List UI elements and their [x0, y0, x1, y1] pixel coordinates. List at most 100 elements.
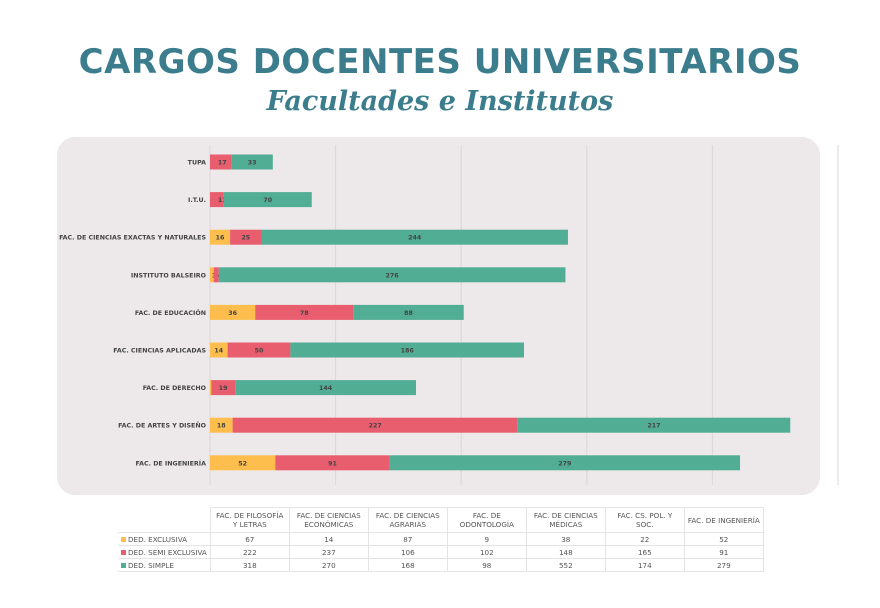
table-cell: 148	[525, 545, 606, 559]
table-cell: 168	[367, 558, 448, 572]
table-cell: 91	[683, 545, 764, 559]
column-header: FAC. DE CIENCIAS ECONÓMICAS	[288, 507, 369, 533]
bar-segment	[235, 380, 416, 396]
data-label: 36	[228, 310, 237, 317]
data-label: 18	[217, 423, 226, 430]
data-label: 70	[263, 197, 272, 204]
data-label: 276	[386, 272, 400, 279]
data-label: 227	[369, 423, 382, 430]
row-label-cell: DED. EXCLUSIVA	[118, 532, 211, 546]
table-cell: 279	[683, 558, 764, 572]
row-label: DED. SEMI EXCLUSIVA	[128, 547, 207, 557]
category-label: FAC. DE DERECHO	[143, 385, 207, 392]
data-label: 50	[255, 348, 264, 355]
row-label-cell: DED. SEMI EXCLUSIVA	[118, 545, 211, 559]
bar-segment	[218, 267, 566, 283]
table-cell: 87	[367, 532, 448, 546]
data-label: 244	[408, 235, 422, 242]
data-label: 52	[238, 460, 247, 467]
table-cell: 318	[209, 558, 290, 572]
category-label: FAC. DE CIENCIAS EXACTAS Y NATURALES	[59, 235, 206, 242]
data-label: 25	[241, 235, 250, 242]
table-cell: 9	[446, 532, 527, 546]
table-cell: 270	[288, 558, 369, 572]
corner-cell	[118, 508, 210, 533]
data-label: 16	[216, 235, 225, 242]
data-label: 279	[558, 460, 571, 467]
table-cell: 38	[525, 532, 606, 546]
column-header: FAC. DE FILOSOFÍA Y LETRAS	[209, 507, 290, 533]
table-cell: 237	[288, 545, 369, 559]
table-cell: 52	[683, 532, 764, 546]
legend-swatch	[121, 549, 126, 555]
table-cell: 552	[525, 558, 606, 572]
table-cell: 222	[209, 545, 290, 559]
table-cell: 165	[604, 545, 685, 559]
table-cell: 106	[367, 545, 448, 559]
data-label: 88	[404, 310, 413, 317]
bar-segment	[210, 342, 228, 358]
data-table: FAC. DE FILOSOFÍA Y LETRAS FAC. DE CIENCI…	[118, 507, 764, 572]
row-label-cell: DED. SIMPLE	[118, 558, 211, 572]
table-cell: 14	[288, 532, 369, 546]
bar-segment	[261, 229, 568, 245]
legend-swatch	[121, 536, 126, 542]
category-label: I.T.U.	[188, 197, 206, 204]
bar-segment	[223, 192, 312, 208]
bar-segment	[210, 229, 231, 245]
bar-segment	[210, 304, 256, 320]
bar-segment	[290, 342, 524, 358]
bar-segment	[210, 154, 232, 170]
data-label: 91	[328, 460, 337, 467]
table-cell: 98	[446, 558, 527, 572]
bar-segment	[275, 455, 390, 471]
bar-segment	[210, 267, 214, 283]
category-label: FAC. DE INGENIERÍA	[136, 458, 207, 467]
bar-segment	[517, 417, 791, 433]
bar-segment	[210, 455, 276, 471]
data-label: 14	[214, 348, 223, 355]
data-label: 11	[218, 197, 227, 204]
column-header: FAC. CS. POL. Y SOC.	[604, 507, 685, 533]
table-cell: 22	[604, 532, 685, 546]
category-label: INSTITUTO BALSEIRO	[131, 272, 207, 279]
table-row: DED. SIMPLE 318 270 168 98 552 174 279	[118, 558, 764, 572]
table-cell: 174	[604, 558, 685, 572]
bar-segment	[232, 417, 518, 433]
data-label: 186	[401, 348, 415, 355]
table-row: DED. SEMI EXCLUSIVA 222 237 106 102 148 165 91	[118, 545, 764, 559]
category-label: FAC. DE ARTES Y DISEÑO	[118, 421, 207, 430]
data-label: 17	[218, 160, 227, 167]
table-cell: 67	[209, 532, 290, 546]
bar-segment	[213, 267, 219, 283]
page-subtitle: Facultades e Institutos	[266, 86, 614, 117]
table-cell: 102	[446, 545, 527, 559]
bar-segment	[210, 417, 233, 433]
bar-segment	[210, 192, 224, 208]
bar-segment	[353, 304, 464, 320]
column-header: FAC. DE CIENCIAS MÉDICAS	[525, 507, 606, 533]
bar-segment	[389, 455, 741, 471]
bar-segment	[230, 229, 262, 245]
data-label: 78	[300, 310, 309, 317]
bar-segment	[231, 154, 273, 170]
column-header: FAC. DE ODONTOLOGÍA	[446, 507, 527, 533]
category-label: TUPA	[188, 160, 206, 167]
data-label: 33	[248, 160, 257, 167]
category-label: FAC. CIENCIAS APLICADAS	[113, 348, 206, 355]
data-label: 217	[647, 423, 660, 430]
bar-segment	[211, 380, 236, 396]
table-row: DED. EXCLUSIVA 67 14 87 9 38 22 52	[118, 532, 764, 546]
bar-segment	[227, 342, 291, 358]
bar-segment	[210, 380, 212, 396]
page-title: CARGOS DOCENTES UNIVERSITARIOS	[78, 42, 802, 82]
data-label: 19	[219, 385, 228, 392]
column-header: FAC. DE CIENCIAS AGRARIAS	[367, 507, 448, 533]
category-label: FAC. DE EDUCACIÓN	[135, 308, 206, 317]
bar-segment	[255, 304, 354, 320]
legend-swatch	[121, 562, 126, 568]
column-header: FAC. DE INGENIERÍA	[683, 507, 764, 533]
data-label: 144	[319, 385, 333, 392]
row-label: DED. SIMPLE	[128, 560, 174, 570]
